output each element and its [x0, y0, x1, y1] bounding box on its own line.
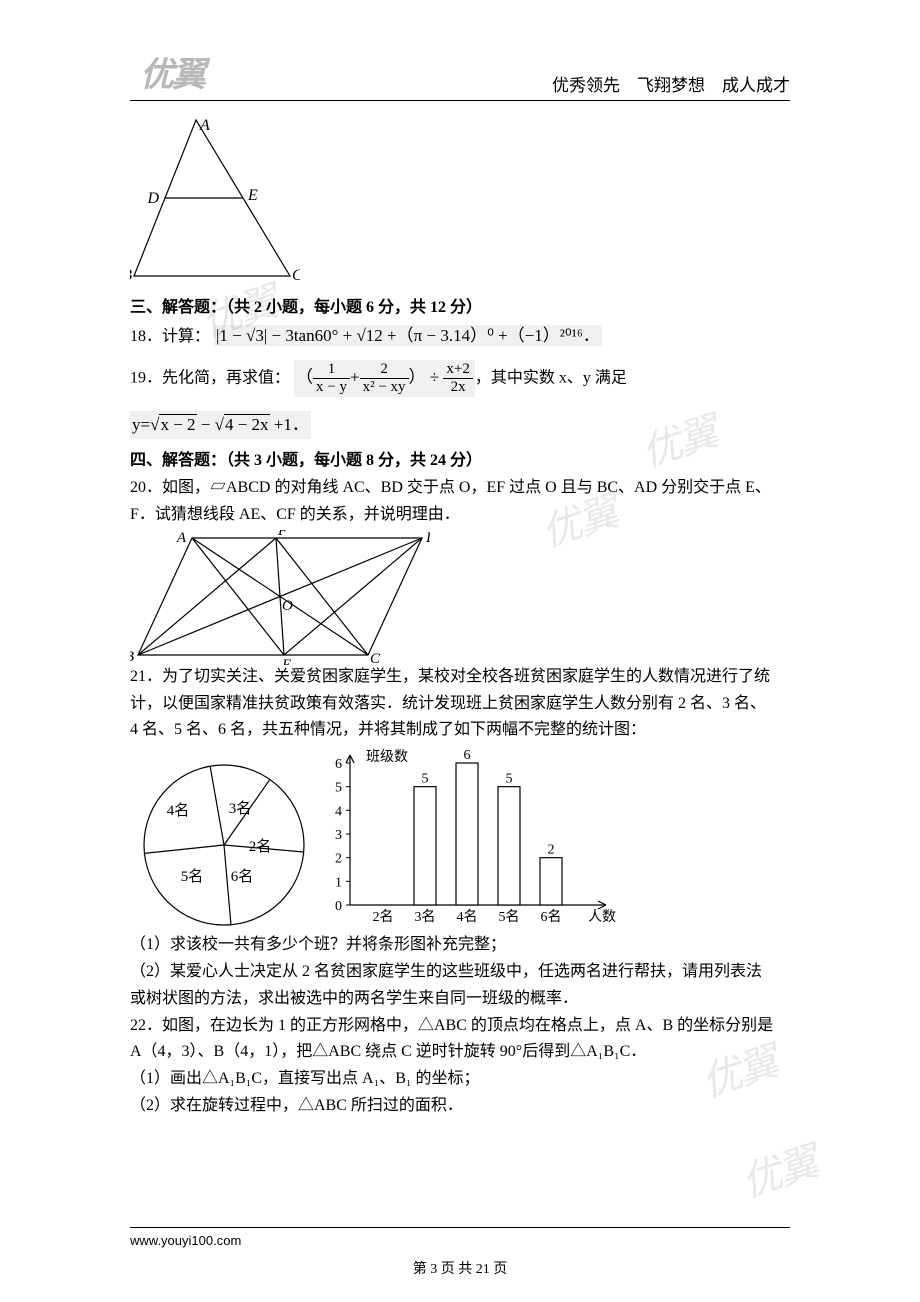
question-21-line1: 21．为了切实关注、关爱贫困家庭学生，某校对全校各班贫困家庭学生的人数情况进行了… — [130, 665, 790, 690]
svg-text:2: 2 — [335, 852, 342, 867]
svg-text:E: E — [281, 657, 291, 665]
question-20-line2: F．试猜想线段 AE、CF 的关系，并说明理由． — [130, 503, 790, 528]
svg-text:O: O — [282, 598, 293, 614]
svg-text:6: 6 — [335, 757, 342, 772]
q19-line2: y= x − 2 − 4 − 2x +1． — [130, 411, 311, 439]
question-18: 18．计算： |1 − √3| − 3tan60° + √12 +（π − 3.… — [130, 323, 790, 350]
svg-text:6名: 6名 — [541, 909, 562, 925]
svg-text:3名: 3名 — [415, 909, 436, 925]
svg-text:E: E — [247, 187, 258, 204]
svg-text:1: 1 — [335, 876, 342, 891]
page-content: A B C D E 三、解答题：（共 2 小题，每小题 6 分，共 12 分） 18．计… — [130, 116, 790, 1119]
q18-expression: |1 − √3| − 3tan60° + √12 +（π − 3.14）⁰ +（… — [214, 325, 602, 346]
q21-sub1: （1）求该校一共有多少个班？并将条形图补充完整； — [130, 933, 790, 958]
q19-prefix: 19．先化简，再求值： — [130, 369, 290, 386]
q19-frac3-num: x+2 — [443, 361, 472, 379]
question-21-line2: 计，以便国家精准扶贫政策有效落实．统计发现班上贫困家庭学生人数分别有 2 名、3… — [130, 692, 790, 717]
svg-text:C: C — [370, 651, 381, 665]
svg-text:A: A — [199, 117, 210, 134]
svg-text:5名: 5名 — [499, 909, 520, 925]
svg-text:4名: 4名 — [457, 909, 478, 925]
section-4-title: 四、解答题：（共 3 小题，每小题 8 分，共 24 分） — [130, 449, 790, 474]
q19-plus1: +1． — [274, 415, 309, 434]
q19-plus: + — [350, 367, 360, 386]
footer-page: 第 3 页 共 21 页 — [0, 1258, 920, 1278]
q19-minus: − — [201, 415, 211, 434]
svg-text:班级数: 班级数 — [366, 749, 408, 765]
bar-chart: 0 1 2 3 4 5 6 班级数人数 2名 3名 5 4名 6 5名 5 6名 2 — [314, 745, 624, 933]
figure-parallelogram: A D B C F E O — [130, 530, 790, 665]
q19-div: ÷ — [430, 367, 439, 386]
question-19: 19．先化简，再求值： （1x − y+2x² − xy） ÷ x+22x，其中… — [130, 360, 790, 440]
svg-text:A: A — [176, 530, 187, 546]
svg-text:5: 5 — [422, 772, 429, 787]
svg-text:6: 6 — [464, 748, 471, 763]
svg-text:B: B — [130, 267, 132, 284]
svg-text:5: 5 — [335, 781, 342, 796]
q19-frac1-num: 1 — [313, 361, 350, 379]
page-header: 优翼 优秀领先 飞翔梦想 成人成才 — [130, 56, 790, 96]
question-22-line2: A（4，3）、B（4，1），把△ABC 绕点 C 逆时针旋转 90°后得到△A₁… — [130, 1040, 790, 1065]
svg-text:D: D — [425, 530, 430, 546]
q19-sqrt1: x − 2 — [159, 414, 196, 434]
svg-text:B: B — [130, 649, 134, 665]
svg-text:C: C — [292, 267, 300, 284]
q19-y-eq: y= — [132, 415, 150, 434]
svg-text:5名: 5名 — [181, 868, 204, 885]
figure-triangle-abc: A B C D E — [130, 116, 790, 286]
q19-frac3-den: 2x — [443, 379, 472, 396]
section-3-title: 三、解答题：（共 2 小题，每小题 6 分，共 12 分） — [130, 296, 790, 321]
question-20-line1: 20．如图，▱ABCD 的对角线 AC、BD 交于点 O，EF 过点 O 且与 … — [130, 476, 790, 501]
svg-text:人数: 人数 — [588, 909, 616, 925]
svg-text:4名: 4名 — [167, 802, 190, 819]
svg-text:F: F — [277, 530, 288, 539]
q21-sub3: 或树状图的方法，求出被选中的两名学生来自同一班级的概率． — [130, 987, 790, 1012]
q19-sqrt2: 4 − 2x — [224, 414, 270, 434]
svg-text:3名: 3名 — [229, 800, 252, 817]
header-rule — [130, 100, 790, 101]
q19-tail: ，其中实数 x、y 满足 — [475, 369, 627, 386]
svg-text:D: D — [146, 190, 159, 207]
q19-frac1-den: x − y — [313, 379, 350, 396]
q19-frac2-num: 2 — [360, 361, 409, 379]
charts-container: 2名 3名 4名 5名 6名 0 1 2 3 4 5 6 班级数人数 2名 3名 5 4名 6 5名 5 6名 2 — [130, 745, 790, 933]
slogan: 优秀领先 飞翔梦想 成人成才 — [552, 71, 790, 96]
svg-text:2名: 2名 — [373, 909, 394, 925]
svg-text:6名: 6名 — [231, 868, 254, 885]
footer-rule — [130, 1227, 790, 1228]
q21-sub2: （2）某爱心人士决定从 2 名贫困家庭学生的这些班级中，任选两名进行帮扶，请用列… — [130, 960, 790, 985]
question-22-line1: 22．如图，在边长为 1 的正方形网格中，△ABC 的顶点均在格点上，点 A、B… — [130, 1014, 790, 1039]
svg-text:2名: 2名 — [249, 838, 272, 855]
q18-prefix: 18．计算： — [130, 328, 210, 345]
q19-frac2-den: x² − xy — [360, 379, 409, 396]
svg-text:3: 3 — [335, 828, 342, 843]
q22-sub2: （2）求在旋转过程中，△ABC 所扫过的面积． — [130, 1094, 790, 1119]
svg-text:4: 4 — [335, 805, 342, 820]
question-21-line3: 4 名、5 名、6 名，共五种情况，并将其制成了如下两幅不完整的统计图： — [130, 718, 790, 743]
svg-text:2: 2 — [548, 843, 555, 858]
footer-url: www.youyi100.com — [130, 1233, 241, 1248]
q19-expression: （1x − y+2x² − xy） ÷ x+22x — [294, 360, 475, 398]
pie-chart: 2名 3名 4名 5名 6名 — [130, 753, 310, 933]
logo: 优翼 — [130, 47, 204, 96]
svg-text:0: 0 — [335, 899, 342, 914]
svg-text:5: 5 — [506, 772, 513, 787]
q22-sub1: （1）画出△A₁B₁C，直接写出点 A₁、B₁ 的坐标； — [130, 1067, 790, 1092]
